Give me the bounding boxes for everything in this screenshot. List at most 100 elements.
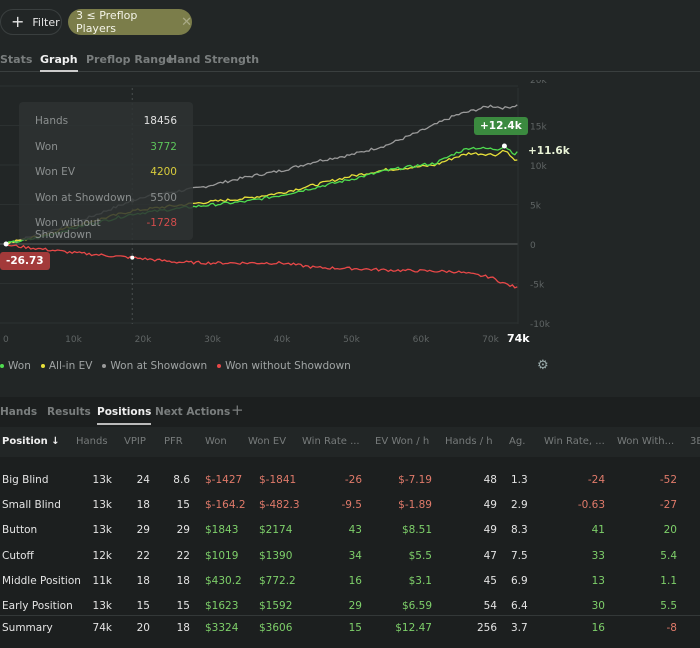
y-tick-label: 15k: [530, 123, 547, 133]
tab-graph[interactable]: Graph: [40, 53, 78, 72]
table-cell: 15: [348, 622, 362, 634]
table-cell: 256: [476, 622, 497, 634]
legend-item[interactable]: Won at Showdown: [102, 360, 207, 372]
table-cell: 22: [136, 549, 150, 562]
tab-preflop-range[interactable]: Preflop Range: [86, 53, 174, 66]
table-cell: $-1841: [259, 474, 297, 486]
table-cell: 18: [176, 574, 190, 587]
table-cell: $-164.2: [205, 499, 246, 512]
tab-hands[interactable]: Hands: [0, 406, 38, 418]
tab-results[interactable]: Results: [47, 406, 91, 418]
column-header[interactable]: Won: [205, 436, 227, 447]
table-cell: 11k: [92, 574, 112, 587]
table-cell: 16: [348, 574, 362, 587]
table-cell: Summary: [2, 622, 53, 634]
table-row[interactable]: Button 13k 29 29 $1843 $2174 43 $8.51 49 8.3 41 20: [0, 518, 700, 543]
column-header[interactable]: PFR: [164, 436, 183, 447]
table-cell: 48: [483, 474, 497, 486]
legend-label: Won: [8, 360, 31, 372]
table-cell: -0.63: [577, 499, 605, 512]
legend-label: Won without Showdown: [225, 360, 351, 372]
column-header[interactable]: EV Won / h: [375, 436, 430, 447]
column-header[interactable]: 3B: [690, 436, 700, 447]
gear-icon[interactable]: ⚙: [537, 358, 549, 373]
table-cell: $5.5: [408, 549, 432, 562]
legend-item[interactable]: Won without Showdown: [217, 360, 351, 372]
table-cell: $-7.19: [398, 474, 432, 486]
legend-dot-icon: [217, 364, 222, 368]
column-header[interactable]: VPIP: [124, 436, 146, 447]
table-header: Position ↓ Hands VPIP PFR Won Won EV Win Rate …: [0, 427, 700, 457]
table-cell: 7.5: [511, 549, 528, 562]
x-tick-label: 40k: [274, 335, 291, 345]
legend-dot-icon: [102, 364, 107, 368]
tooltip-value: 18456: [143, 115, 177, 127]
table-cell: $1592: [259, 600, 293, 612]
column-header[interactable]: Hands / h: [445, 436, 493, 447]
table-row[interactable]: Small Blind 13k 18 15 $-164.2 $-482.3 -9.5 $-1.…: [0, 493, 700, 518]
filter-chip[interactable]: 3 ≤ Preflop Players ✕: [68, 9, 192, 35]
table-cell: 13: [591, 574, 605, 587]
tab-next-actions[interactable]: Next Actions: [155, 406, 231, 418]
tab-positions[interactable]: Positions: [97, 406, 152, 425]
x-tick-label: 10k: [65, 335, 82, 345]
table-cell: 15: [176, 499, 190, 512]
table-cell: 8.3: [511, 524, 528, 537]
table-cell: 13k: [92, 499, 112, 512]
column-header[interactable]: Ag.: [509, 436, 526, 447]
table-cell: 74k: [92, 622, 112, 634]
x-tick-label: 60k: [413, 335, 430, 345]
table-row[interactable]: Big Blind 13k 24 8.6 $-1427 $-1841 -26 $-7.19 48…: [0, 468, 700, 493]
series-line-won-without-showdown: [3, 243, 518, 289]
legend-item[interactable]: All-in EV: [40, 360, 92, 372]
column-header[interactable]: Win Rate ...: [302, 436, 360, 447]
tooltip-row: Won 3772: [35, 141, 177, 153]
filter-button[interactable]: + Filter: [0, 9, 62, 35]
table-cell: 49: [483, 524, 497, 537]
table-cell: 22: [176, 549, 190, 562]
chart-legend: Won All-in EV Won at Showdown Won without S…: [0, 360, 351, 372]
profit-graph[interactable]: 20k 15k 10k 5k 0 -5k -10k 0 10k 20k 30k 40k 50k 60k 70…: [0, 80, 700, 350]
y-tick-label: -10k: [530, 320, 551, 330]
table-cell: -52: [659, 474, 677, 486]
close-icon[interactable]: ✕: [181, 14, 192, 30]
table-cell: -27: [659, 499, 677, 512]
table-cell: 41: [591, 524, 605, 537]
summary-row[interactable]: Summary 74k 20 18 $3324 $3606 15 $12.47 256 3.7 16…: [0, 615, 700, 640]
column-header[interactable]: Won EV: [248, 436, 287, 447]
column-header[interactable]: Win Rate, ...: [544, 436, 605, 447]
table-cell: 1.1: [660, 574, 677, 587]
y-tick-label: 5k: [530, 202, 542, 212]
x-tick-label: 0: [3, 335, 9, 345]
column-header[interactable]: Position ↓: [2, 436, 60, 447]
tab-hand-strength[interactable]: Hand Strength: [168, 53, 260, 66]
bottom-panel: Hands Results Positions Next Actions + P…: [0, 397, 700, 648]
table-cell: 49: [483, 499, 497, 512]
table-cell: 16: [591, 622, 605, 634]
peak-marker: [501, 143, 507, 149]
table-cell: 3.7: [511, 622, 528, 634]
table-cell: $-1.89: [398, 499, 432, 512]
tooltip-value: 3772: [150, 140, 177, 153]
column-header[interactable]: Hands: [76, 436, 108, 447]
table-cell: 18: [136, 499, 150, 512]
tab-stats[interactable]: Stats: [0, 53, 33, 66]
table-cell: $-482.3: [259, 499, 300, 512]
filter-chip-label: 3 ≤ Preflop Players: [76, 9, 138, 35]
table-cell: 15: [136, 600, 150, 612]
table-row[interactable]: Cutoff 12k 22 22 $1019 $1390 34 $5.5 47 7.5 33 5.4: [0, 544, 700, 569]
table-cell: 29: [176, 524, 190, 537]
table-row[interactable]: Middle Position 11k 18 18 $430.2 $772.2 16 $3.1…: [0, 569, 700, 594]
legend-item[interactable]: Won: [0, 360, 31, 372]
y-tick-label: 20k: [530, 80, 547, 86]
table-cell: 18: [136, 574, 150, 587]
table-cell: $3.1: [408, 574, 432, 587]
table-row[interactable]: Early Position 13k 15 15 $1623 $1592 29 $6.59 54…: [0, 594, 700, 619]
add-tab-icon[interactable]: +: [231, 401, 244, 419]
table-cell: 8.6: [173, 474, 190, 486]
tooltip-label: Won: [35, 140, 58, 153]
table-cell: $1390: [259, 549, 293, 562]
column-header[interactable]: Won With...: [617, 436, 675, 447]
table-cell: -24: [587, 474, 605, 486]
x-tick-label: 50k: [343, 335, 360, 345]
